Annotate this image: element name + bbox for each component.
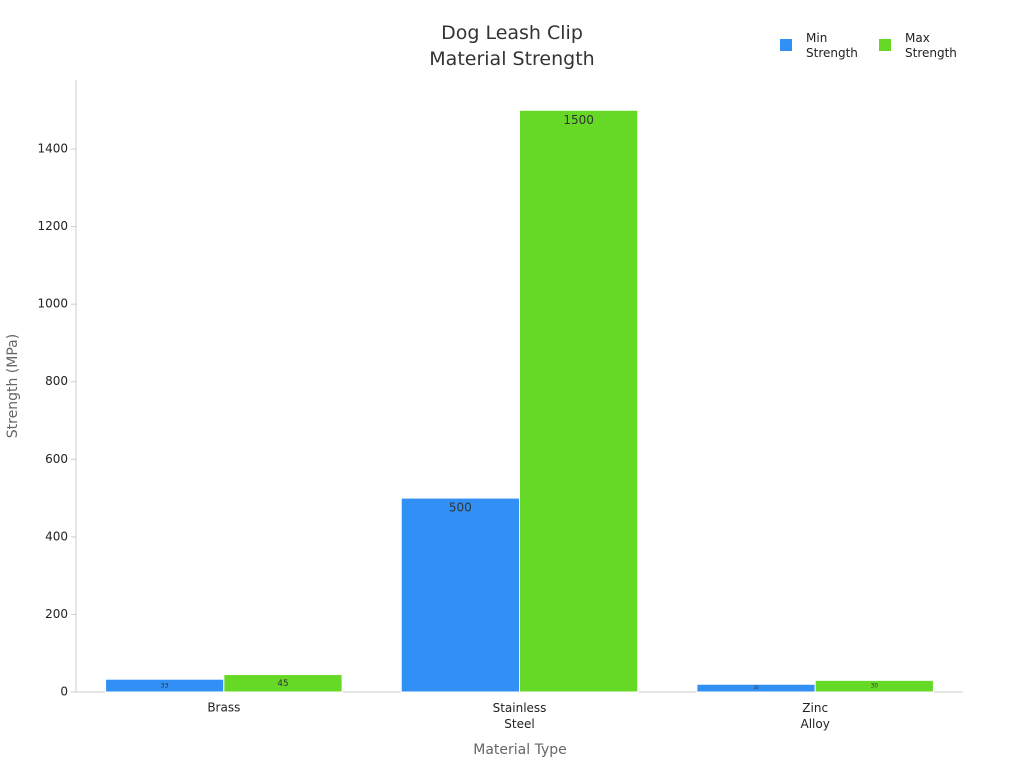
legend-swatch bbox=[879, 39, 891, 51]
bar bbox=[223, 674, 343, 693]
y-tick-label: 200 bbox=[45, 607, 68, 621]
y-axis-title: Strength (MPa) bbox=[5, 334, 21, 438]
legend-swatch bbox=[780, 39, 792, 51]
bar bbox=[400, 497, 521, 693]
y-tick-label: 1000 bbox=[37, 297, 68, 311]
data-label: 30 bbox=[871, 684, 879, 690]
y-tick-label: 600 bbox=[45, 452, 68, 466]
legend-label: Min Strength bbox=[806, 31, 858, 60]
data-label: 20 bbox=[753, 685, 759, 690]
data-label: 500 bbox=[449, 501, 472, 515]
y-tick-label: 400 bbox=[45, 529, 68, 543]
bar bbox=[519, 109, 639, 693]
y-tick-label: 1200 bbox=[37, 219, 68, 233]
y-tick-label: 800 bbox=[45, 374, 68, 388]
y-tick-label: 1400 bbox=[37, 142, 68, 156]
x-tick-label: Brass bbox=[207, 701, 240, 715]
x-tick-label: Stainless Steel bbox=[493, 701, 547, 731]
data-label: 1500 bbox=[563, 113, 594, 127]
data-label: 45 bbox=[277, 679, 288, 689]
data-label: 33 bbox=[161, 682, 169, 690]
bar bbox=[814, 679, 934, 693]
y-tick-label: 0 bbox=[60, 685, 68, 699]
legend-label: Max Strength bbox=[905, 31, 957, 60]
chart-title: Dog Leash Clip Material Strength bbox=[429, 22, 594, 70]
x-tick-label: Zinc Alloy bbox=[801, 701, 830, 731]
x-axis-title: Material Type bbox=[473, 742, 566, 758]
